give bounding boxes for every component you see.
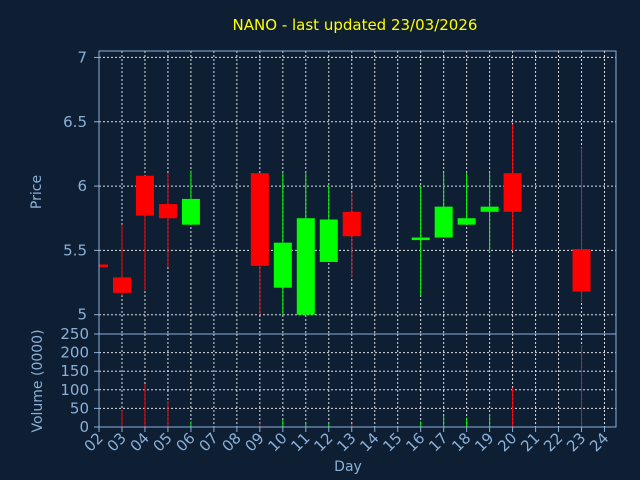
candle-23 bbox=[572, 147, 591, 302]
day-axis-label: Day bbox=[334, 459, 362, 475]
price-tick-label: 7 bbox=[77, 48, 87, 66]
candle-05 bbox=[158, 173, 177, 268]
candle-body bbox=[135, 175, 154, 216]
day-axis: 0203040506070809101112131415161718192021… bbox=[81, 427, 612, 455]
candle-04 bbox=[135, 175, 154, 291]
candle-body bbox=[158, 204, 177, 219]
price-axis-label: Price bbox=[29, 175, 45, 209]
candle-16 bbox=[411, 186, 430, 296]
chart-title: NANO - last updated 23/03/2026 bbox=[233, 16, 478, 34]
volume-tick-label: 250 bbox=[60, 325, 89, 343]
volume-tick-label: 0 bbox=[79, 418, 89, 436]
candle-09 bbox=[250, 173, 269, 315]
candle-body bbox=[342, 211, 361, 237]
candle-body bbox=[99, 264, 108, 268]
volume-tick-label: 50 bbox=[70, 399, 89, 417]
volume-tick-label: 200 bbox=[60, 344, 89, 362]
volume-tick-label: 100 bbox=[60, 381, 89, 399]
price-tick-label: 5 bbox=[77, 306, 87, 324]
price-panel-frame bbox=[98, 50, 617, 335]
price-tick-label: 6 bbox=[77, 177, 87, 195]
price-axis: 5 5.5 6 6.5 7 bbox=[63, 48, 99, 324]
candle-03 bbox=[112, 224, 131, 296]
candle-body bbox=[273, 242, 292, 288]
candle-body bbox=[296, 218, 315, 315]
candle-body bbox=[411, 237, 430, 241]
volume-gridlines bbox=[99, 333, 616, 428]
candle-20 bbox=[503, 124, 522, 251]
price-tick-label: 5.5 bbox=[63, 241, 87, 259]
candle-body bbox=[112, 277, 131, 293]
candle-17 bbox=[434, 173, 453, 238]
volume-bars bbox=[121, 345, 583, 427]
candle-body bbox=[503, 173, 522, 212]
price-candles bbox=[98, 124, 591, 315]
candle-11 bbox=[296, 173, 315, 315]
candle-18 bbox=[457, 173, 476, 225]
volume-axis-label: Volume (0000) bbox=[30, 329, 46, 432]
price-gridlines bbox=[99, 51, 616, 334]
candle-02 bbox=[98, 264, 108, 268]
candle-body bbox=[457, 218, 476, 225]
candle-body bbox=[572, 249, 591, 292]
candle-body bbox=[181, 198, 200, 225]
candle-body bbox=[250, 173, 269, 266]
volume-tick-label: 150 bbox=[60, 362, 89, 380]
candle-13 bbox=[342, 192, 361, 278]
volume-panel-frame bbox=[98, 333, 617, 428]
candle-10 bbox=[273, 173, 292, 315]
candle-body bbox=[480, 206, 499, 212]
price-tick-label: 6.5 bbox=[63, 113, 87, 131]
candle-19 bbox=[480, 173, 499, 251]
candle-body bbox=[319, 219, 338, 262]
candle-body bbox=[434, 206, 453, 238]
day-tick-label: 24 bbox=[586, 429, 612, 455]
candle-06 bbox=[181, 170, 200, 225]
candle-12 bbox=[319, 186, 338, 262]
